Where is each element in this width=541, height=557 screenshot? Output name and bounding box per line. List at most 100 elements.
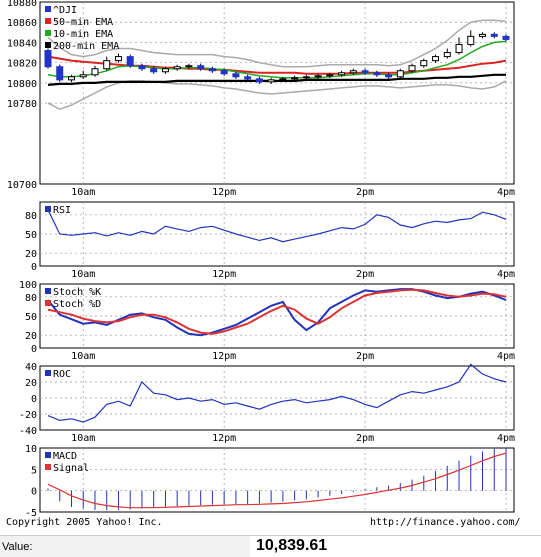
ema10-line [47,40,507,79]
candle-body [56,66,64,81]
candle-body [291,77,299,80]
y-tick-label: 50 [25,312,37,323]
candle-body [502,35,510,40]
x-tick-label: 2pm [356,351,374,362]
legend-label: Stoch %D [53,299,101,310]
legend-label: RSI [53,205,71,216]
candle-body [279,78,287,81]
gridlines [40,2,514,512]
candle-body [185,65,193,68]
legend-swatch [45,464,51,470]
series-line-1 [47,288,507,335]
x-tick-label: 12pm [212,351,236,362]
legend-swatch [45,288,51,294]
y-tick-label: 10820 [7,59,37,70]
x-tick-label: 10am [71,433,95,444]
candle-body [349,70,357,74]
signal-line [47,452,507,509]
roc-line [47,363,507,423]
source-url[interactable]: http://finance.yahoo.com/ [370,517,521,528]
candle-body [79,74,87,78]
x-tick-label: 2pm [356,269,374,280]
y-tick-label: -5 [25,508,37,519]
legend-label: 200-min EMA [53,41,119,52]
legend-label: 10-min EMA [53,29,113,40]
y-tick-label: -20 [19,410,37,421]
candle-body [161,68,169,73]
candle-body [173,66,181,70]
y-tick-label: -40 [19,426,37,437]
candle-body [479,33,487,37]
value-label: Value: [2,541,33,553]
legend-label: ^DJI [53,5,77,16]
candle-body [420,60,428,67]
candle-body [314,75,322,78]
x-tick-label: 10am [71,351,95,362]
x-tick-label: 2pm [356,187,374,198]
axis-ticks: 10700 10780 10 80 0 10820 10840 10860 10880 10am 1… [7,0,515,519]
y-tick-label: 50 [25,230,37,241]
x-tick-label: 12pm [212,269,236,280]
x-tick-label: 4pm [497,269,515,280]
y-tick-label: 10860 [7,18,37,29]
candle-body [208,68,216,72]
candle-body [232,73,240,78]
y-tick-label: 10840 [7,38,37,49]
y-tick-label: 80 [25,293,37,304]
y-tick-label: 100 [19,280,37,291]
candle-body [44,50,52,68]
candle-body [373,72,381,76]
legend-label: Stoch %K [53,287,101,298]
current-value: 10,839.61 [256,537,328,554]
y-tick-label: 40 [25,362,37,373]
series-line-0 [47,288,507,337]
macd-panel [47,448,507,511]
x-tick-label: 10am [71,187,95,198]
candle-body [467,35,475,45]
candle-body [432,56,440,62]
candle-body [67,76,75,81]
candle-body [490,33,498,37]
legend-swatch [45,6,51,12]
legend-swatch [45,42,51,48]
value-box: 10,839.61 [250,536,541,557]
legend-label: 50-min EMA [53,17,113,28]
candle-body [255,78,263,83]
y-tick-label: 5 [31,465,37,476]
legend-label: ROC [53,369,71,380]
roc-panel [47,363,507,423]
candle-body [197,65,205,70]
legend-swatch [45,206,51,212]
y-tick-label: 0 [31,487,37,498]
ema200-line [47,73,506,86]
y-tick-label: 10780 [7,99,37,110]
candle-body [443,52,451,58]
candle-body [455,43,463,54]
y-tick-label: 10700 [7,180,37,191]
legend-label: MACD [53,451,77,462]
candle-body [138,65,146,70]
candle-body [361,70,369,74]
legend-swatch [45,452,51,458]
legend-swatch [45,370,51,376]
legend-swatch [45,30,51,36]
copyright-text: Copyright 2005 Yahoo! Inc. [6,517,163,528]
x-tick-label: 4pm [497,351,515,362]
candle-body [150,68,158,73]
legend-swatch [45,300,51,306]
candle-body [408,65,416,72]
candle-body [326,74,334,77]
y-tick-label: 20 [25,378,37,389]
candle-body [385,74,393,78]
y-tick-label: 10880 [7,0,37,9]
y-tick-label: 10 [25,444,37,455]
candle-body [302,76,310,79]
macd-panel-frame [39,447,515,513]
candle-body [267,79,275,83]
stoch-panel [47,288,507,337]
legend-swatch [45,18,51,24]
y-tick-label: 0 [31,344,37,355]
candle-body [114,56,122,62]
